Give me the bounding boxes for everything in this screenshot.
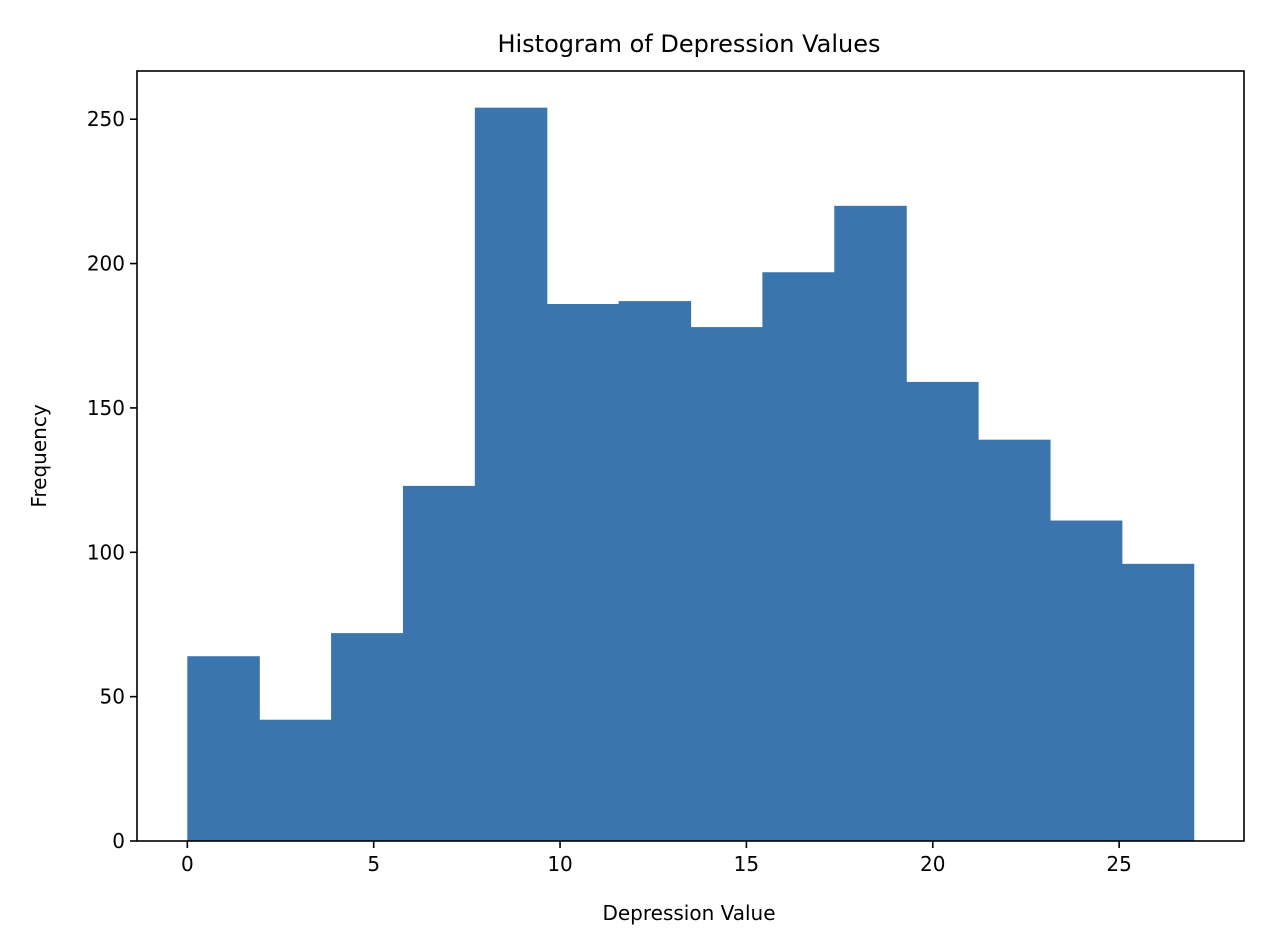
- y-tick-label: 150: [87, 396, 125, 420]
- bars-group: [187, 107, 1195, 841]
- x-axis-label: Depression Value: [602, 901, 775, 925]
- histogram-bar: [1121, 563, 1195, 841]
- x-tick-label: 20: [920, 852, 945, 876]
- histogram-bar: [546, 303, 620, 841]
- y-tick-label: 0: [112, 829, 125, 853]
- histogram-bar: [402, 485, 476, 841]
- histogram-bar: [978, 439, 1051, 841]
- histogram-bar: [834, 205, 907, 841]
- x-axis-ticks: 0 5 10 15 20 25: [181, 841, 1132, 876]
- chart-title: Histogram of Depression Values: [497, 30, 880, 58]
- y-tick-label: 200: [87, 252, 125, 276]
- y-tick-label: 50: [100, 685, 125, 709]
- x-tick-label: 15: [734, 852, 759, 876]
- histogram-bar: [1049, 520, 1123, 841]
- histogram-bar: [762, 272, 835, 841]
- y-axis-ticks: 0 50 100 150 200 250: [87, 107, 137, 853]
- histogram-bar: [259, 719, 332, 841]
- plot-frame: [136, 70, 1245, 842]
- histogram-bar: [474, 107, 548, 841]
- x-tick-label: 25: [1106, 852, 1131, 876]
- y-tick-label: 250: [87, 107, 125, 131]
- histogram-bar: [690, 327, 763, 841]
- y-tick-label: 100: [87, 540, 125, 564]
- x-tick-label: 5: [367, 852, 380, 876]
- x-tick-label: 0: [181, 852, 194, 876]
- histogram-bar: [187, 656, 260, 841]
- histogram-bar: [906, 381, 979, 841]
- x-tick-label: 10: [547, 852, 572, 876]
- histogram-bar: [331, 633, 404, 841]
- y-axis-label: Frequency: [27, 404, 51, 507]
- histogram-bar: [618, 301, 692, 841]
